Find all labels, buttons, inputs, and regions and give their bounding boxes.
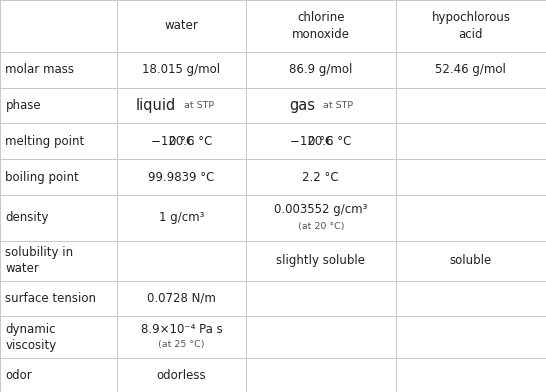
Text: −120.6 °C: −120.6 °C: [290, 135, 352, 148]
Text: at STP: at STP: [317, 101, 353, 110]
Text: solubility in
water: solubility in water: [5, 246, 74, 275]
Text: boiling point: boiling point: [5, 171, 79, 183]
Text: dynamic
viscosity: dynamic viscosity: [5, 323, 57, 352]
Text: odorless: odorless: [157, 368, 206, 381]
Text: 0.003552 g/cm³: 0.003552 g/cm³: [274, 203, 367, 216]
Text: gas: gas: [289, 98, 315, 113]
Text: 0 °C: 0 °C: [169, 135, 194, 148]
Text: 2.2 °C: 2.2 °C: [302, 171, 339, 183]
Text: chlorine
monoxide: chlorine monoxide: [292, 11, 350, 41]
Text: 0 °C: 0 °C: [308, 135, 334, 148]
Text: water: water: [164, 19, 199, 33]
Text: surface tension: surface tension: [5, 292, 97, 305]
Text: 0.0728 N/m: 0.0728 N/m: [147, 292, 216, 305]
Text: liquid: liquid: [136, 98, 176, 113]
Text: 1 g/cm³: 1 g/cm³: [159, 211, 204, 224]
Text: molar mass: molar mass: [5, 63, 74, 76]
Text: 86.9 g/mol: 86.9 g/mol: [289, 63, 353, 76]
Text: −120.6 °C: −120.6 °C: [151, 135, 212, 148]
Text: 52.46 g/mol: 52.46 g/mol: [436, 63, 506, 76]
Text: at STP: at STP: [178, 101, 214, 110]
Text: 18.015 g/mol: 18.015 g/mol: [143, 63, 221, 76]
Text: odor: odor: [5, 368, 32, 381]
Text: 8.9×10⁻⁴ Pa s: 8.9×10⁻⁴ Pa s: [141, 323, 222, 336]
Text: density: density: [5, 211, 49, 224]
Text: 99.9839 °C: 99.9839 °C: [149, 171, 215, 183]
Text: soluble: soluble: [450, 254, 492, 267]
Text: (at 25 °C): (at 25 °C): [158, 340, 205, 349]
Text: (at 20 °C): (at 20 °C): [298, 221, 344, 230]
Text: phase: phase: [5, 99, 41, 112]
Text: hypochlorous
acid: hypochlorous acid: [431, 11, 511, 41]
Text: slightly soluble: slightly soluble: [276, 254, 365, 267]
Text: melting point: melting point: [5, 135, 85, 148]
